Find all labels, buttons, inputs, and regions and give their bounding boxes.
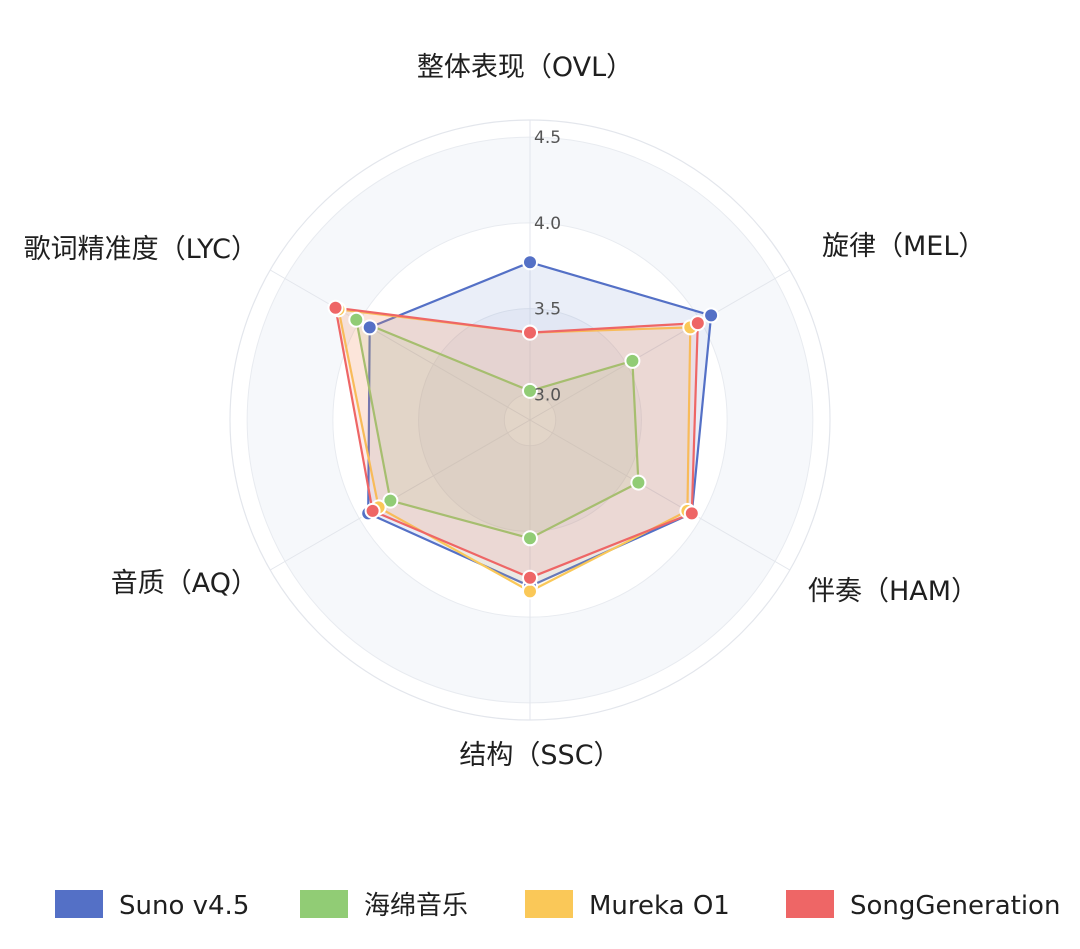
tick-label: 3.5 [534, 300, 561, 320]
radar-points [327, 254, 720, 600]
axis-label: 旋律（MEL） [822, 231, 985, 262]
legend-label: SongGeneration [850, 891, 1060, 921]
data-point [327, 299, 344, 316]
tick-label: 4.5 [534, 128, 561, 148]
data-point [522, 324, 538, 341]
data-point [630, 474, 647, 491]
tick-label: 3.0 [534, 385, 561, 405]
axis-spoke [269, 269, 531, 421]
data-point [689, 315, 706, 332]
legend-swatch [525, 890, 573, 918]
axis-spoke [529, 419, 791, 571]
axis-label: 整体表现（OVL） [417, 52, 633, 83]
axis-label: 伴奏（HAM） [808, 576, 978, 607]
data-point [348, 311, 365, 328]
axis-label: 结构（SSC） [459, 740, 620, 771]
data-point [522, 569, 538, 586]
legend-label: 海绵音乐 [364, 891, 468, 921]
axis-label: 歌词精准度（LYC） [24, 234, 258, 265]
tick-label: 4.0 [534, 214, 561, 234]
axis-labels: 整体表现（OVL） 旋律（MEL） 伴奏（HAM） 结构（SSC） 音质（AQ） 歌词精准… [24, 52, 986, 771]
data-point [522, 530, 538, 547]
data-point [364, 502, 381, 519]
data-point [624, 352, 641, 369]
legend-swatch [786, 890, 834, 918]
data-point [683, 505, 700, 522]
radar-grid [229, 119, 831, 721]
legend-label: Suno v4.5 [119, 891, 249, 921]
data-point [522, 382, 538, 399]
legend-swatch [55, 890, 103, 918]
axis-label: 音质（AQ） [111, 568, 258, 599]
data-point [703, 307, 720, 324]
radial-tick-labels: 3.0 3.5 4.0 4.5 [534, 128, 561, 405]
legend-swatch [300, 890, 348, 918]
axis-spoke [529, 269, 791, 421]
data-point [361, 319, 378, 336]
data-point [522, 583, 538, 600]
axis-spoke [269, 419, 531, 571]
legend-label: Mureka O1 [589, 891, 730, 921]
data-point [382, 492, 399, 509]
legend: Suno v4.5 海绵音乐 Mureka O1 SongGeneration [55, 890, 1060, 921]
data-point [522, 254, 538, 271]
